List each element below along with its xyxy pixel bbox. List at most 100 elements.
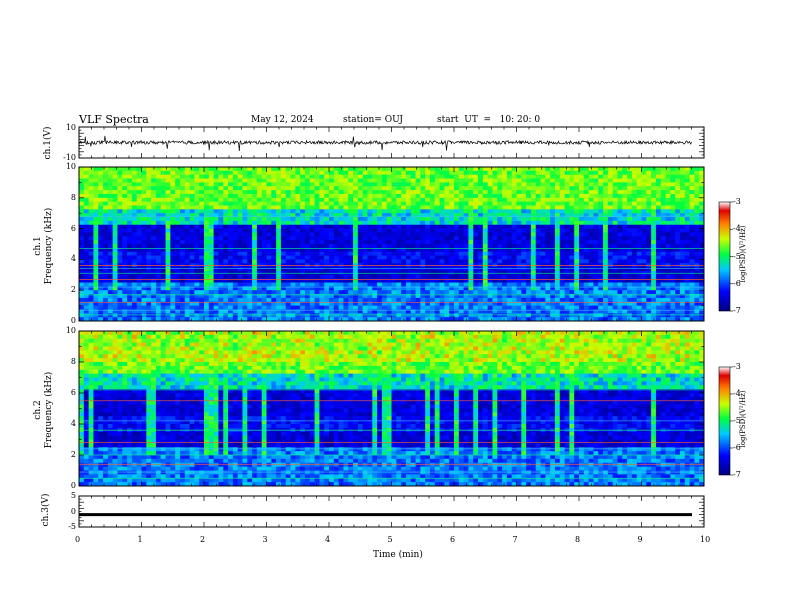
spectrogram-cell — [218, 232, 224, 237]
spectrogram-cell — [93, 297, 99, 303]
spectrogram-cell — [689, 274, 695, 280]
spectrogram-cell — [458, 236, 465, 241]
spectrogram-cell — [117, 282, 123, 287]
spectrogram-cell — [103, 267, 109, 272]
spectrogram-cell — [612, 228, 618, 233]
spectrogram-cell — [641, 213, 647, 218]
spectrogram-cell — [170, 224, 176, 229]
spectrogram-cell — [511, 209, 517, 214]
spectrogram-cell — [98, 267, 104, 272]
spectrogram-cell — [391, 217, 397, 222]
spectrogram-cell — [386, 178, 392, 183]
spectrogram-cell — [579, 244, 585, 249]
spectrogram-cell — [482, 244, 489, 249]
spectrogram-cell — [338, 228, 344, 233]
spectrogram-cell — [627, 193, 633, 199]
spectrogram-cell — [675, 259, 681, 264]
spectrogram-cell — [218, 224, 224, 229]
spectrogram-cell — [473, 167, 479, 172]
spectrogram-cell — [348, 186, 354, 191]
spectrogram-cell — [343, 236, 349, 241]
spectrogram-cell — [208, 309, 215, 314]
spectrogram-cell — [223, 232, 229, 237]
spectrogram-cell — [405, 309, 412, 314]
spectrogram-cell — [232, 251, 239, 256]
spectrogram-cell — [122, 174, 128, 179]
spectrogram-cell — [324, 167, 330, 172]
spectrogram-cell — [569, 170, 575, 176]
spectrogram-cell — [314, 232, 320, 237]
spectrogram-cell — [694, 278, 700, 283]
spectrogram-cell — [256, 282, 263, 287]
spectrogram-cell — [660, 255, 666, 260]
spectrogram-cell — [155, 301, 162, 306]
spectrogram-cell — [189, 167, 195, 172]
spectrogram-cell — [665, 178, 671, 183]
spectrogram-cell — [357, 274, 364, 280]
spectrogram-cell — [189, 286, 195, 291]
spectrogram-cell — [266, 309, 272, 314]
spectrogram-cell — [684, 290, 690, 295]
spectrogram-cell — [636, 251, 642, 256]
spectrogram-cell — [482, 228, 489, 233]
spectrogram-cell — [362, 186, 368, 191]
spectrogram-cell — [506, 220, 513, 226]
spectrogram-cell — [545, 282, 551, 287]
spectrogram-cell — [487, 259, 493, 264]
spectrogram-cell — [353, 213, 359, 218]
spectrogram-cell — [367, 178, 373, 183]
spectrogram-cell — [463, 251, 469, 256]
spectrogram-cell — [199, 244, 205, 249]
spectrogram-cell — [617, 278, 623, 283]
spectrogram-cell — [208, 167, 215, 172]
spectrogram-cell — [112, 193, 118, 199]
spectrogram-cell — [300, 174, 306, 179]
spectrogram-cell — [276, 282, 282, 287]
spectrogram-cell — [208, 305, 215, 310]
spectrogram-cell — [208, 190, 215, 195]
spectrogram-cell — [333, 201, 340, 206]
spectrogram-cell — [319, 286, 325, 291]
spectrogram-cell — [309, 209, 315, 214]
spectrogram-cell — [204, 190, 210, 195]
spectrogram-cell — [511, 301, 517, 306]
spectrogram-cell — [256, 174, 263, 179]
spectrogram-cell — [425, 167, 431, 172]
spectrogram-cell — [343, 240, 349, 245]
spectrogram-cell — [319, 182, 325, 187]
spectrogram-cell — [651, 170, 657, 176]
spectrogram-cell — [554, 193, 561, 199]
spectrogram-cell — [665, 236, 671, 241]
spectrogram-cell — [550, 301, 556, 306]
spectrogram-cell — [535, 309, 541, 314]
spectrogram-cell — [160, 182, 166, 187]
spectrogram-cell — [665, 167, 671, 172]
spectrogram-cell — [160, 224, 166, 229]
spectrogram-cell — [151, 217, 157, 222]
spectrogram-cell — [290, 213, 296, 218]
spectrogram-cell — [429, 309, 436, 314]
spectrogram-cell — [550, 182, 556, 187]
spectrogram-cell — [232, 278, 239, 283]
spectrogram-cell — [631, 224, 638, 229]
spectrogram-cell — [405, 167, 412, 172]
spectrogram-cell — [98, 190, 104, 195]
spectrogram-cell — [511, 294, 517, 299]
spectrogram-cell — [160, 190, 166, 195]
spectrogram-cell — [122, 240, 128, 245]
spectrogram-cell — [179, 186, 186, 191]
spectrogram-cell — [530, 193, 537, 199]
spectrogram-cell — [574, 193, 580, 199]
spectrogram-cell — [670, 193, 676, 199]
spectrogram-cell — [675, 294, 681, 299]
spectrogram-cell — [694, 244, 700, 249]
spectrogram-cell — [405, 197, 412, 203]
spectrogram-cell — [175, 255, 181, 260]
spectrogram-cell — [131, 174, 138, 179]
spectrogram-cell — [559, 305, 565, 310]
spectrogram-cell — [271, 282, 277, 287]
spectrogram-cell — [295, 220, 301, 226]
spectrogram-cell — [127, 286, 133, 291]
spectrogram-cell — [526, 224, 532, 229]
spectrogram-cell — [131, 294, 138, 299]
